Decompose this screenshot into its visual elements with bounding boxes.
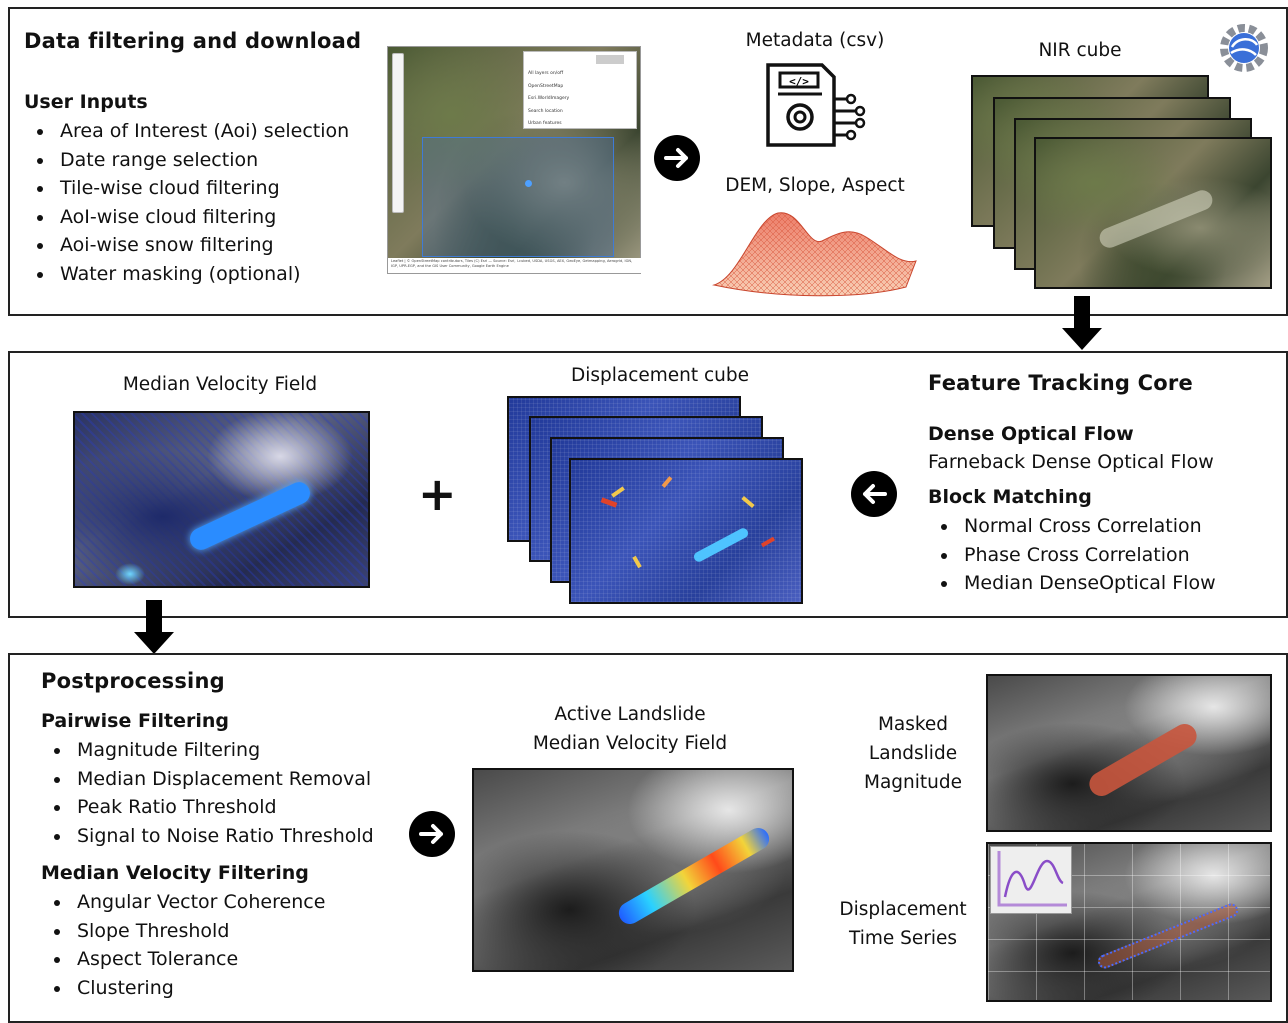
metadata-label: Metadata (csv) (745, 30, 885, 51)
nir-image-4 (1034, 137, 1272, 289)
list-item: Aoi-wise snow filtering (26, 231, 349, 260)
layer-item: Urban features (528, 121, 562, 126)
block-matching-heading: Block Matching (928, 486, 1092, 508)
pairwise-heading: Pairwise Filtering (41, 710, 229, 732)
list-item: AoI-wise cloud filtering (26, 203, 349, 232)
map-zoom-controls (392, 53, 404, 213)
feature-tracking-panel: Median Velocity Field + Displacement cub… (8, 351, 1288, 618)
list-item: Slope Threshold (43, 917, 325, 946)
label-line: Masked (877, 714, 949, 735)
pairwise-list: Magnitude Filtering Median Displacement … (43, 736, 374, 850)
label-line: Magnitude (863, 772, 962, 793)
label-line: Landslide (868, 743, 958, 764)
time-series-image (986, 842, 1272, 1002)
layer-item: All layers on/off (528, 71, 564, 76)
label-line: Time Series (848, 928, 958, 949)
list-item: Angular Vector Coherence (43, 888, 325, 917)
line-chart-icon (990, 846, 1072, 914)
label-line: Active Landslide (554, 704, 706, 725)
list-item: Median Displacement Removal (43, 765, 374, 794)
arrow-down-icon (134, 600, 174, 656)
active-landslide-label: Active Landslide Median Velocity Field (480, 700, 780, 758)
nir-label: NIR cube (1038, 40, 1122, 61)
label-line: Displacement (839, 899, 967, 920)
arrow-right-icon (409, 811, 455, 857)
plus-sign: + (418, 467, 457, 521)
data-filtering-panel: Data filtering and download User Inputs … (8, 7, 1288, 316)
list-item: Date range selection (26, 146, 349, 175)
user-inputs-heading: User Inputs (24, 91, 148, 113)
list-item: Clustering (43, 974, 325, 1003)
arrow-right-icon (654, 135, 700, 181)
displacement-label: Displacement cube (570, 365, 750, 386)
panel-title: Data filtering and download (24, 29, 362, 53)
list-item: Signal to Noise Ratio Threshold (43, 822, 374, 851)
arrow-left-icon (851, 471, 897, 517)
settings-globe-icon (1216, 23, 1272, 73)
displacement-image-4 (569, 458, 803, 604)
location-marker-icon (525, 180, 532, 187)
list-item: Phase Cross Correlation (930, 541, 1216, 570)
user-inputs-list: Area of Interest (Aoi) selection Date ra… (26, 117, 349, 288)
list-item: Aspect Tolerance (43, 945, 325, 974)
layer-control: All layers on/off OpenStreetMap Esri.Wor… (523, 51, 637, 129)
median-velocity-image (73, 411, 370, 588)
svg-text:</>: </> (789, 75, 809, 88)
aoi-rectangle (422, 137, 614, 257)
core-title: Feature Tracking Core (928, 371, 1193, 395)
label-line: Median Velocity Field (532, 733, 728, 754)
postprocessing-title: Postprocessing (41, 669, 225, 693)
list-item: Normal Cross Correlation (930, 512, 1216, 541)
median-filter-list: Angular Vector Coherence Slope Threshold… (43, 888, 325, 1002)
map-attribution: Leaflet | © OpenStreetMap contributors, … (391, 259, 633, 268)
list-item: Peak Ratio Threshold (43, 793, 374, 822)
dem-surface-plot (710, 207, 920, 299)
time-series-label: Displacement Time Series (828, 895, 978, 953)
dense-flow-text: Farneback Dense Optical Flow (928, 451, 1214, 473)
postprocessing-panel: Postprocessing Pairwise Filtering Magnit… (8, 653, 1288, 1023)
csv-document-icon: </> (762, 61, 872, 151)
list-item: Median DenseOptical Flow (930, 569, 1216, 598)
list-item: Area of Interest (Aoi) selection (26, 117, 349, 146)
active-landslide-image (472, 768, 794, 972)
arrow-down-icon (1062, 296, 1102, 352)
masked-landslide-image (986, 674, 1272, 832)
dem-label: DEM, Slope, Aspect (725, 175, 905, 196)
list-item: Magnitude Filtering (43, 736, 374, 765)
median-filter-heading: Median Velocity Filtering (41, 862, 309, 884)
median-velocity-label: Median Velocity Field (122, 374, 318, 395)
map-attribution-bar: Leaflet | © OpenStreetMap contributors, … (388, 258, 642, 273)
block-matching-list: Normal Cross Correlation Phase Cross Cor… (930, 512, 1216, 598)
layer-item: OpenStreetMap (528, 83, 564, 89)
layer-item: Esri.WorldImagery (528, 96, 570, 101)
list-item: Tile-wise cloud filtering (26, 174, 349, 203)
dense-flow-heading: Dense Optical Flow (928, 423, 1134, 445)
masked-label: Masked Landslide Magnitude (840, 710, 986, 797)
layer-item: Search location (528, 108, 563, 114)
aoi-map: All layers on/off OpenStreetMap Esri.Wor… (387, 46, 642, 274)
list-item: Water masking (optional) (26, 260, 349, 289)
